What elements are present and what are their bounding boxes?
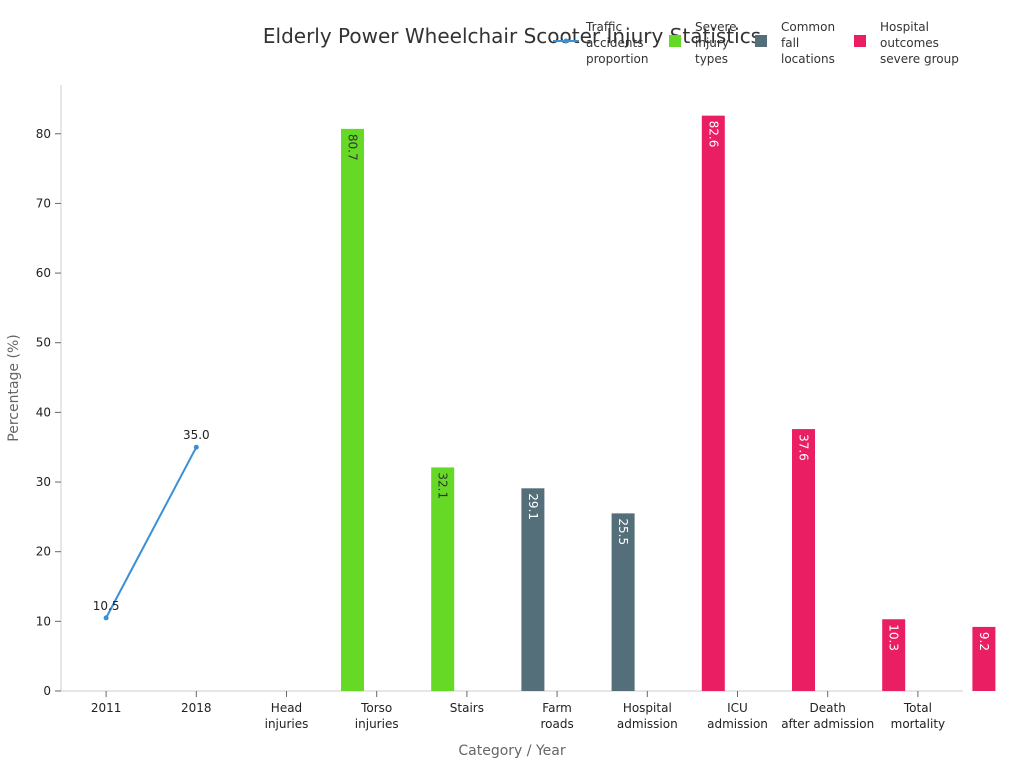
line-point [103, 615, 109, 621]
data-label: 25.5 [616, 518, 630, 545]
bar [792, 429, 815, 691]
legend-swatch [854, 35, 866, 47]
x-tick-label: Farm roads [540, 701, 573, 731]
chart-title: Elderly Power Wheelchair Scooter Injury … [263, 24, 761, 48]
x-tick-label: 2018 [181, 701, 212, 715]
x-axis-label: Category / Year [458, 743, 565, 759]
y-tick-label: 40 [36, 405, 51, 419]
bar [521, 488, 545, 691]
y-tick-label: 50 [36, 336, 51, 350]
data-label: 35.0 [183, 428, 210, 442]
x-tick-label: Stairs [450, 701, 484, 715]
x-tick-label: Head injuries [265, 701, 309, 731]
bar [882, 619, 906, 691]
bar [611, 513, 635, 691]
data-label: 82.6 [706, 121, 720, 148]
data-label: 37.6 [797, 434, 811, 461]
y-tick-label: 60 [36, 266, 51, 280]
data-label: 29.1 [526, 493, 540, 520]
x-tick-label: 2011 [91, 701, 122, 715]
bar [701, 115, 725, 692]
x-tick-label: Hospital admission [617, 701, 678, 731]
data-label: 80.7 [346, 134, 360, 161]
y-tick-label: 70 [36, 196, 51, 210]
x-tick-label: Death after admission [781, 701, 874, 731]
legend-swatch-point [563, 38, 569, 44]
bar [341, 128, 364, 691]
y-tick-label: 30 [36, 475, 51, 489]
legend-label: Common fall locations [781, 20, 835, 66]
data-label: 10.5 [93, 599, 120, 613]
line-series-traffic [105, 446, 198, 619]
x-tick-label: Torso injuries [355, 701, 399, 731]
x-tick-label: ICU admission [707, 701, 768, 731]
data-label: 10.3 [887, 624, 901, 651]
data-label: 32.1 [436, 472, 450, 499]
x-tick-label: Total mortality [891, 701, 946, 731]
legend-swatch [669, 35, 681, 47]
y-tick-label: 10 [36, 614, 51, 628]
bar [972, 626, 996, 691]
y-tick-label: 80 [36, 127, 51, 141]
y-tick-label: 0 [43, 684, 51, 698]
bar [431, 467, 455, 691]
y-tick-label: 20 [36, 545, 51, 559]
legend-label: Severe injury types [695, 20, 737, 66]
line-point [193, 444, 199, 450]
legend-label: Hospital outcomes severe group [880, 20, 959, 66]
data-label: 9.2 [977, 632, 991, 651]
legend-swatch [755, 35, 767, 47]
y-axis-label: Percentage (%) [6, 334, 22, 441]
legend-label: Traffic accidents proportion [585, 20, 649, 66]
